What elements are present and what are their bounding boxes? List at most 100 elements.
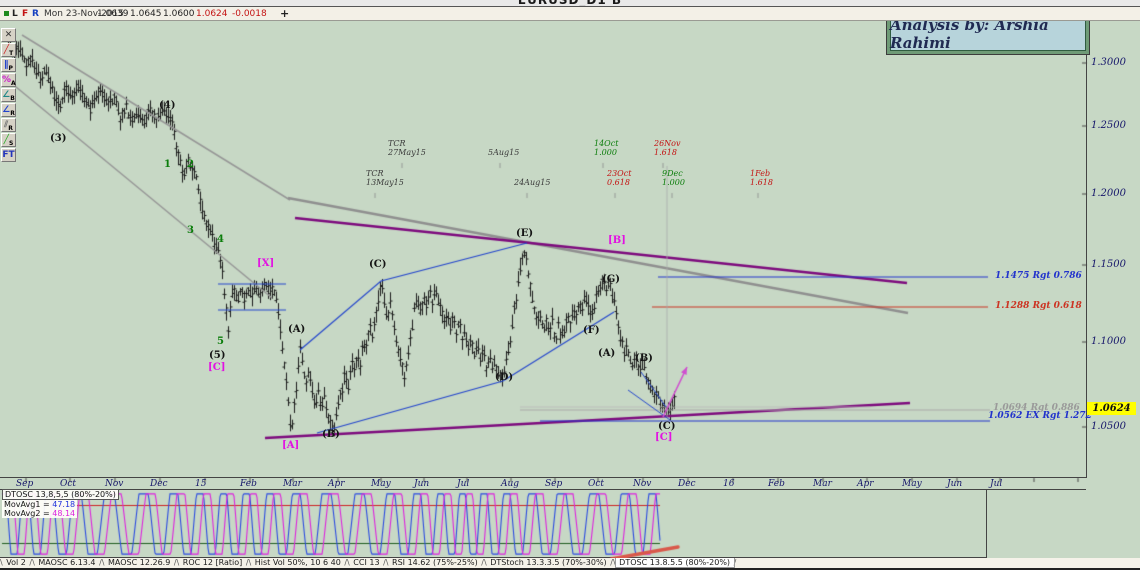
time-axis-label: Jun bbox=[947, 479, 963, 489]
wave-label: (B) bbox=[635, 353, 653, 364]
indicator-tab-bar: \ Vol 2 /\ MAOSC 6.13.4 /\ MAOSC 12.26.9… bbox=[0, 558, 1140, 568]
time-axis-label: Jul bbox=[457, 479, 470, 489]
time-axis-label: Nov bbox=[633, 479, 652, 489]
wave-label: (G) bbox=[602, 274, 621, 285]
tab-separator: / bbox=[173, 558, 177, 567]
tab-separator: / bbox=[245, 558, 249, 567]
wave-label: [C] bbox=[655, 432, 673, 443]
price-axis-label: 1.2000 bbox=[1091, 188, 1126, 199]
tcr-label-row2: 9Dec 1.000 bbox=[662, 169, 685, 187]
wave-label: (B) bbox=[322, 429, 340, 440]
wave-label: [C] bbox=[208, 362, 226, 373]
expand-plus-button[interactable]: + bbox=[280, 7, 290, 20]
price-axis-label: 1.1500 bbox=[1091, 259, 1126, 270]
time-axis-label: Aug bbox=[501, 479, 520, 489]
fib-level-label: 1.1288 Rgt 0.618 bbox=[995, 301, 1082, 311]
tab-separator: \ bbox=[483, 558, 487, 567]
indicator-tab[interactable]: Hist Vol 50%, 10 6 40 bbox=[252, 558, 344, 567]
tab-separator: \ bbox=[32, 558, 35, 567]
tcr-label-row1: 26Nov 1.618 bbox=[654, 139, 681, 157]
oscillator-movavg1: MovAvg1 = 47.18 bbox=[2, 500, 78, 509]
movavg2-label: MovAvg2 = bbox=[4, 509, 53, 518]
parallel-line-tool-icon[interactable]: ∥P bbox=[1, 58, 16, 72]
time-axis-label: Oct bbox=[60, 479, 77, 489]
time-axis-label: Dec bbox=[150, 479, 168, 489]
wave-label: 5 bbox=[217, 336, 224, 347]
indicator-tab[interactable]: MAOSC 12.26.9 bbox=[105, 558, 173, 567]
angle-b-tool-icon[interactable]: ∠B bbox=[1, 88, 16, 102]
fan-tool-icon[interactable]: ⫽R bbox=[1, 118, 16, 132]
slope-tool-icon[interactable]: ╱S bbox=[1, 133, 16, 147]
movavg1-value: 47.18 bbox=[52, 500, 76, 509]
wave-label: (4) bbox=[159, 100, 176, 111]
fib-retracement-tool-icon[interactable]: %A bbox=[1, 73, 16, 87]
time-axis-label: 15 bbox=[195, 479, 207, 489]
analyst-banner-text: Analysis by: Arshia Rahimi bbox=[890, 16, 1049, 52]
ft-tool-icon[interactable]: FT bbox=[1, 148, 16, 162]
indicator-tab[interactable]: CCI 13 bbox=[350, 558, 383, 567]
indicator-tab[interactable]: ROC 12 [Ratio] bbox=[180, 558, 245, 567]
quote-low: 1.0600 bbox=[163, 9, 195, 19]
wave-label: 2 bbox=[187, 159, 194, 170]
trendline-tool-icon[interactable]: ╱T bbox=[1, 43, 16, 57]
tcr-label-row2: 23Oct 0.618 bbox=[607, 169, 632, 187]
time-axis-label: Jun bbox=[414, 479, 430, 489]
tab-separator: \ bbox=[176, 558, 180, 567]
oscillator-title: DTOSC 13,8,5,5 (80%-20%) bbox=[2, 489, 119, 500]
price-axis-label: 1.0500 bbox=[1091, 421, 1126, 432]
quote-change: -0.0018 bbox=[232, 9, 267, 19]
wave-label: [B] bbox=[608, 235, 626, 246]
time-axis-label: Oct bbox=[588, 479, 605, 489]
tcr-label-row2: 1Feb 1.618 bbox=[750, 169, 773, 187]
angle-r-tool-icon[interactable]: ∠R bbox=[1, 103, 16, 117]
fib-level-label: 1.0694 Rgt 0.886 bbox=[993, 403, 1080, 413]
indicator-tab[interactable]: RSI 14.62 (75%-25%) bbox=[389, 558, 481, 567]
wave-label: [X] bbox=[257, 258, 275, 269]
indicator-tab[interactable]: Vol 2 bbox=[3, 558, 29, 567]
wave-label: (A) bbox=[598, 348, 616, 359]
window-title: EURUSD_D1 B bbox=[517, 0, 623, 7]
tcr-label-row2: TCR 13May15 bbox=[366, 169, 404, 187]
tab-separator: \ bbox=[385, 558, 389, 567]
fib-level-label: 1.1475 Rgt 0.786 bbox=[995, 271, 1082, 281]
quote-last: 1.0624 bbox=[196, 9, 228, 19]
wave-label: (F) bbox=[583, 325, 600, 336]
tab-separator: \ bbox=[612, 558, 616, 567]
movavg1-label: MovAvg1 = bbox=[4, 500, 53, 509]
wave-label: (3) bbox=[50, 133, 67, 144]
window-bottom-edge bbox=[0, 568, 1140, 570]
quote-open: 1.0639 bbox=[97, 9, 129, 19]
time-axis-label: Dec bbox=[678, 479, 696, 489]
legend-line[interactable]: L bbox=[12, 9, 18, 19]
tcr-label-row1: 14Oct 1.000 bbox=[594, 139, 619, 157]
legend-fib[interactable]: F bbox=[22, 9, 29, 19]
wave-label: (D) bbox=[495, 372, 514, 383]
tab-separator: / bbox=[733, 558, 737, 567]
indicator-tab[interactable]: MAOSC 6.13.4 bbox=[35, 558, 99, 567]
tab-separator: / bbox=[481, 558, 484, 567]
quote-high: 1.0645 bbox=[130, 9, 162, 19]
indicator-tab[interactable]: DTStoch 13.3.3.5 (70%-30%) bbox=[487, 558, 610, 567]
time-axis-label: Mar bbox=[813, 479, 832, 489]
tab-separator: \ bbox=[248, 558, 252, 567]
time-axis-label: May bbox=[371, 479, 391, 489]
tab-separator: / bbox=[99, 558, 102, 567]
delete-tool-icon[interactable]: ✕ bbox=[1, 28, 16, 42]
wave-label: (A) bbox=[288, 324, 306, 335]
tab-separator: \ bbox=[101, 558, 105, 567]
legend-ratio[interactable]: R bbox=[32, 9, 39, 19]
wave-label: [A] bbox=[282, 440, 300, 451]
window-title-bar: EURUSD_D1 B bbox=[0, 0, 1140, 7]
time-axis-label: May bbox=[902, 479, 922, 489]
price-axis-label: 1.3000 bbox=[1091, 57, 1126, 68]
time-axis-label: Sep bbox=[16, 479, 34, 489]
last-price-box: 1.0624 bbox=[1087, 402, 1136, 415]
wave-label: (E) bbox=[516, 228, 534, 239]
oscillator-movavg2: MovAvg2 = 48.14 bbox=[2, 509, 78, 518]
time-axis-label: Mar bbox=[283, 479, 302, 489]
price-axis-label: 1.2500 bbox=[1091, 120, 1126, 131]
time-axis-label: Apr bbox=[857, 479, 874, 489]
indicator-tab[interactable]: DTOSC 13.8.5.5 (80%-20%) bbox=[614, 558, 735, 568]
